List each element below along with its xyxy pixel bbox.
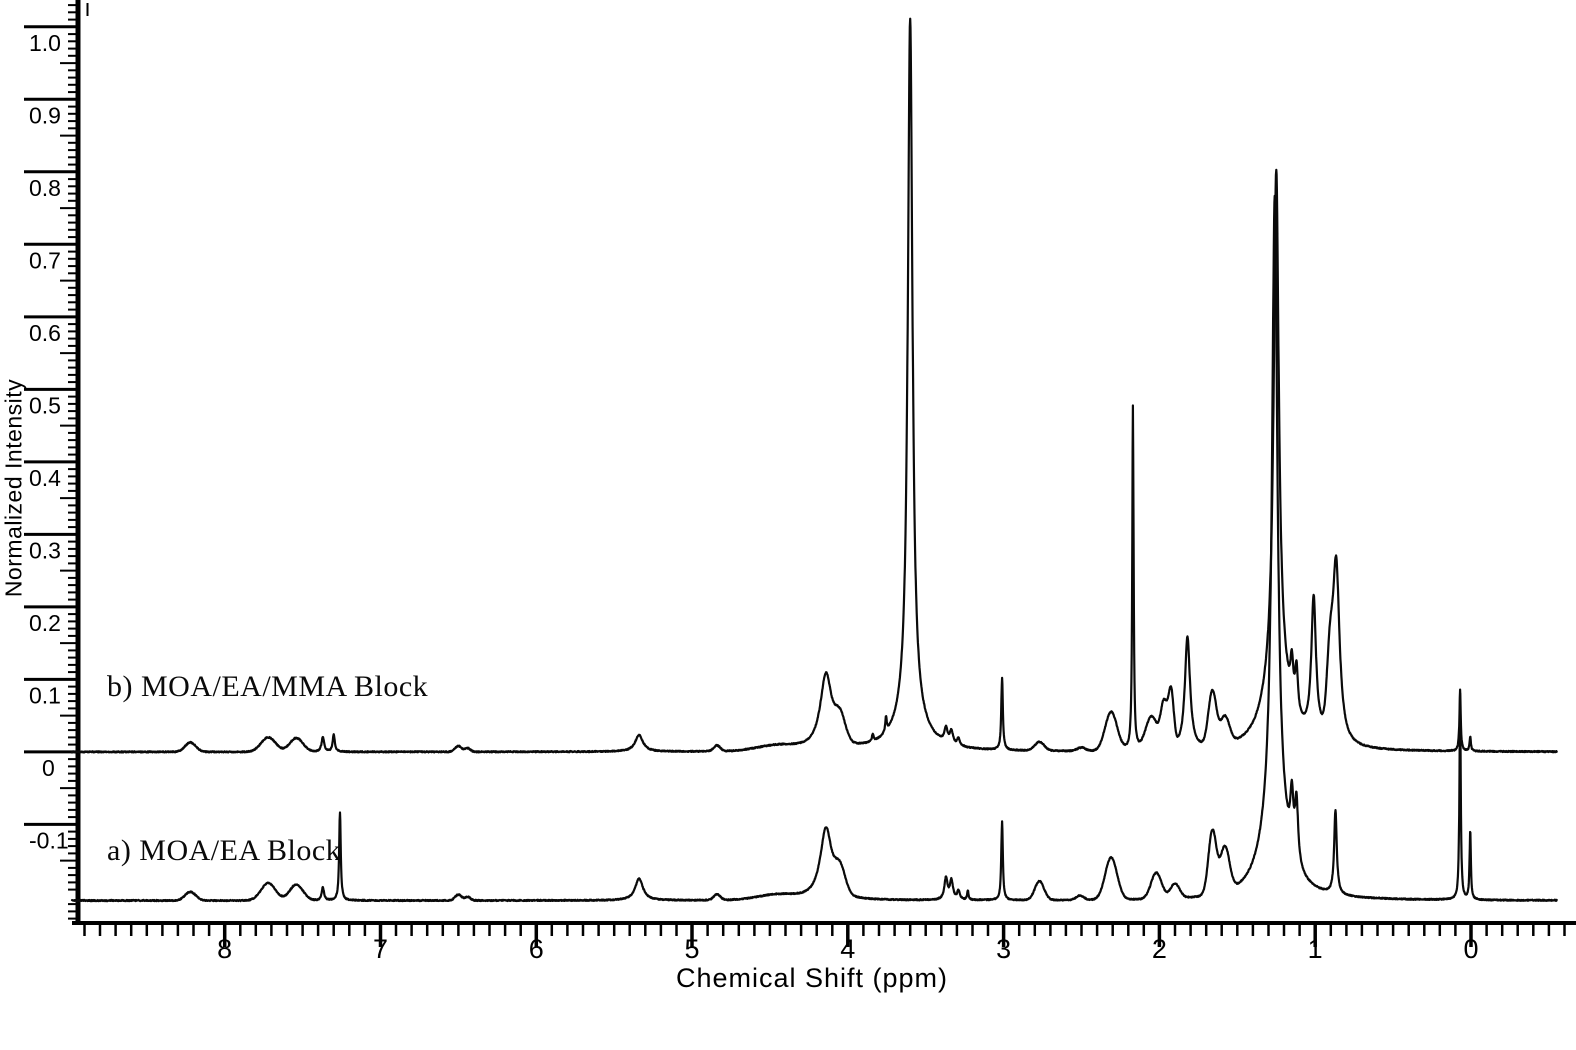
series-a-label: a) MOA/EA Block: [107, 834, 342, 867]
x-tick-label: 0: [1463, 934, 1478, 964]
y-tick-label: 0.8: [29, 175, 61, 201]
y-tick-label: 0.3: [29, 537, 61, 563]
trace-b-moa-ea-mma: [70, 17, 1558, 754]
x-tick-label: 3: [996, 934, 1011, 964]
x-tick-label: 7: [373, 934, 388, 964]
x-tick-label: 8: [217, 934, 232, 964]
x-tick-label: 1: [1308, 934, 1323, 964]
y-tick-label: 0.1: [29, 682, 61, 708]
y-tick-label: 0.9: [29, 102, 61, 128]
y-tick-label: 0.2: [29, 610, 61, 636]
x-axis-title: Chemical Shift (ppm): [675, 963, 949, 993]
x-tick-label: 5: [684, 934, 699, 964]
y-tick-label: 1.0: [29, 30, 61, 56]
x-tick-label: 2: [1152, 934, 1167, 964]
y-axis-title: Normalized Intensity: [0, 378, 27, 598]
y-tick-label: 0.4: [29, 465, 61, 491]
y-tick-label: 0.7: [29, 247, 61, 273]
x-tick-label: 6: [529, 934, 544, 964]
y-tick-label: 0.5: [29, 392, 61, 418]
y-tick-label: 0: [42, 755, 55, 781]
trace-a-moa-ea: [70, 194, 1558, 903]
series-b-label: b) MOA/EA/MMA Block: [107, 670, 429, 703]
y-tick-label: 0.6: [29, 320, 61, 346]
y-tick-label: -0.1: [29, 827, 69, 853]
x-tick-label: 4: [840, 934, 855, 964]
